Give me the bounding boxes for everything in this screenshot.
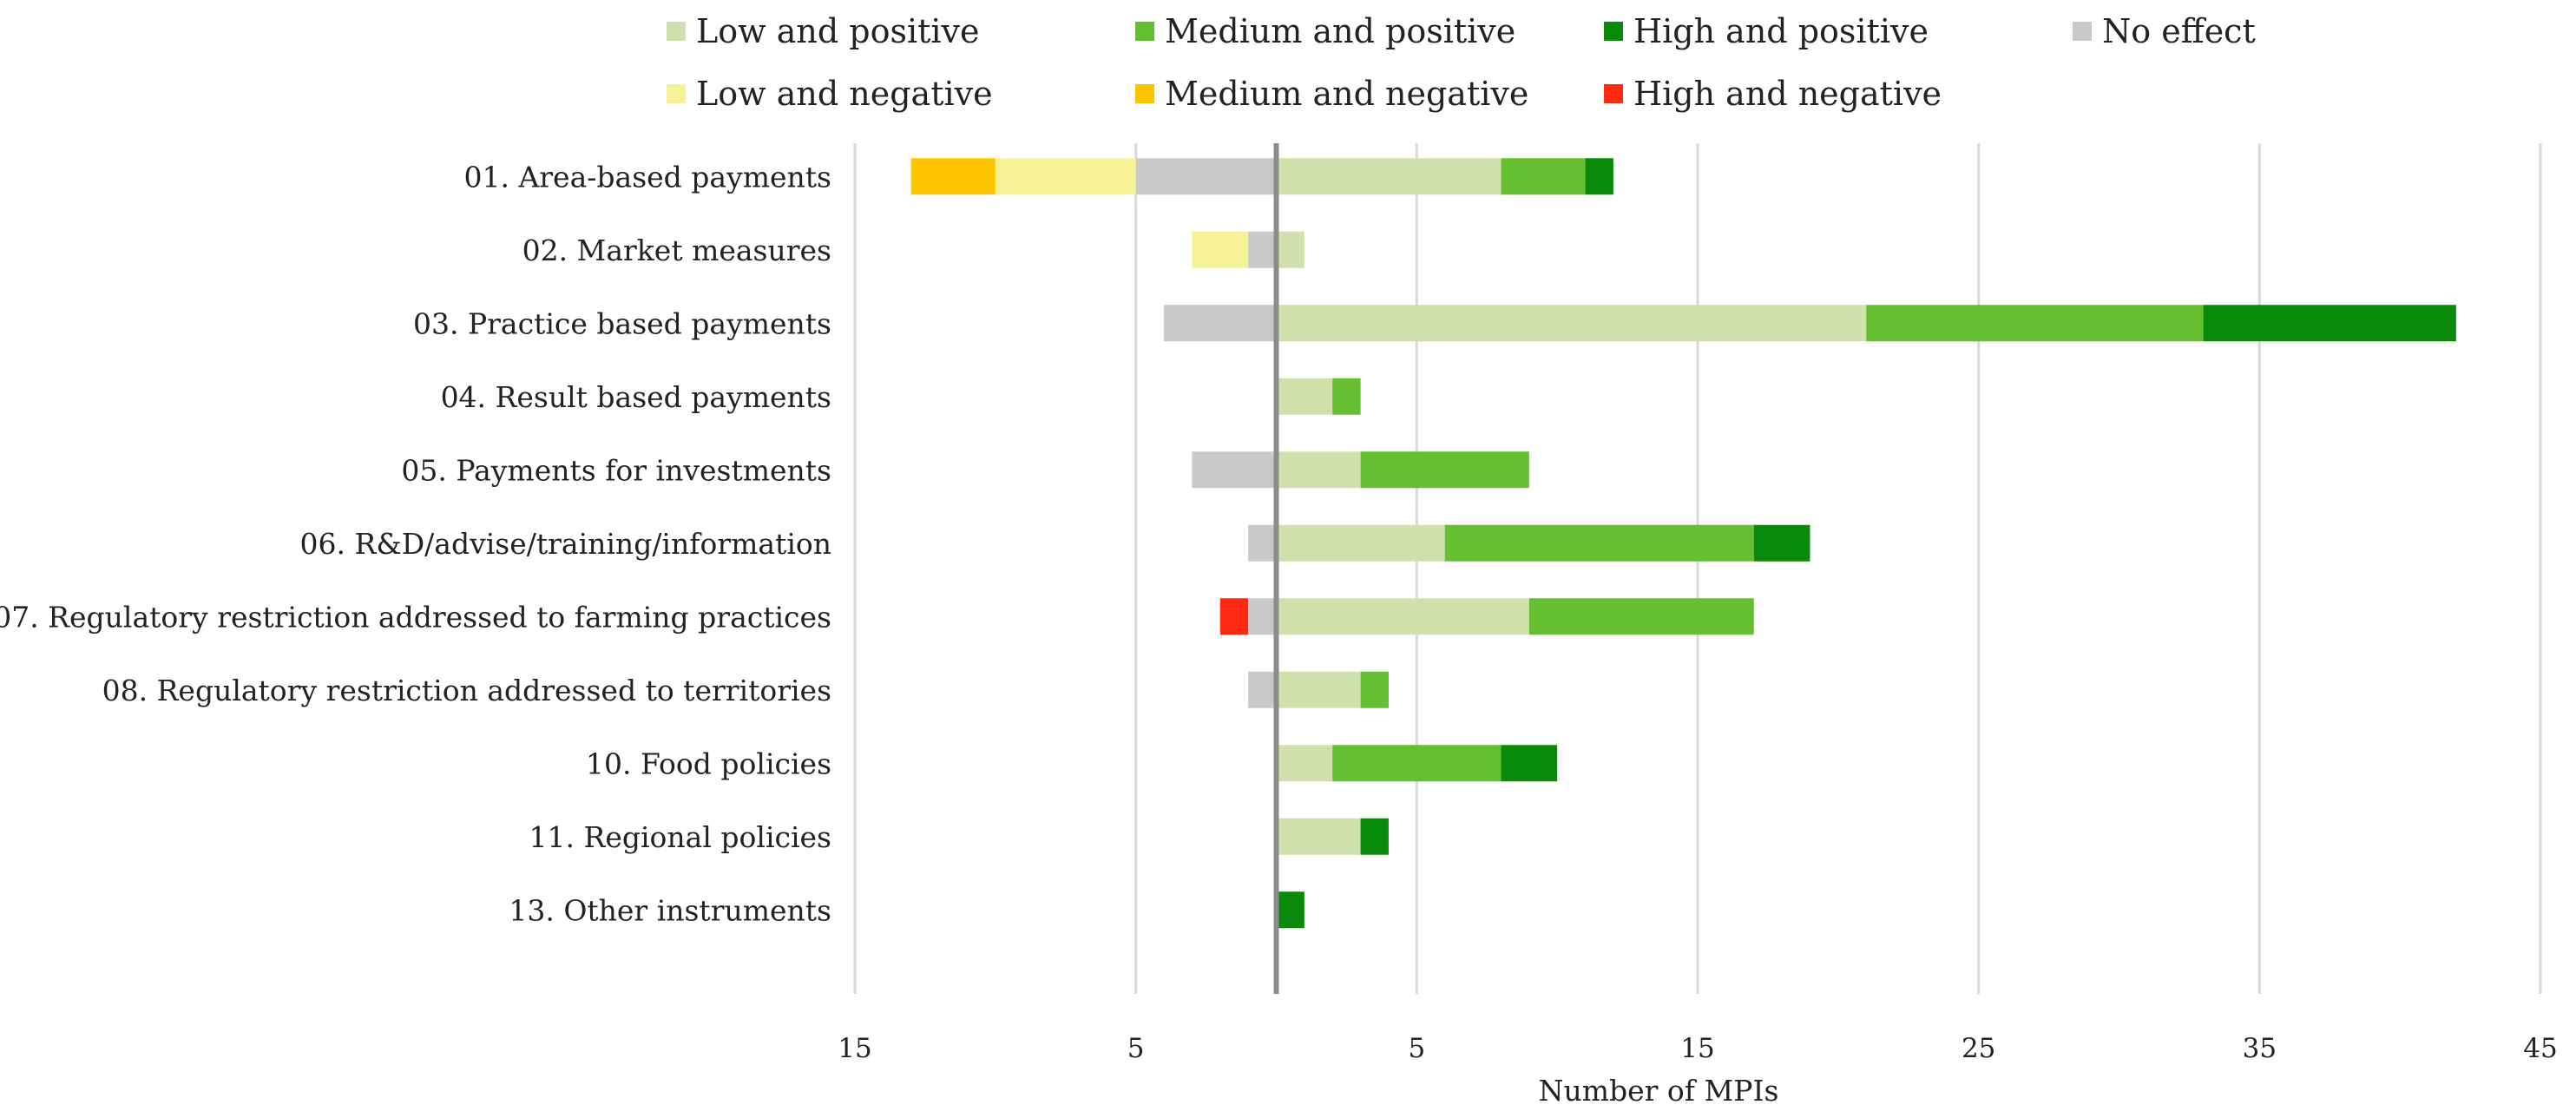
bar-segment xyxy=(910,158,996,195)
bar-segment xyxy=(1276,451,1361,489)
bar-segment xyxy=(1276,378,1333,415)
bar-segment xyxy=(1360,818,1389,855)
category-label: 11. Regional policies xyxy=(529,820,831,854)
legend-item: Low and negative xyxy=(667,68,993,120)
bar-segment xyxy=(1276,305,1867,342)
bar-segment xyxy=(1192,231,1249,268)
legend-item: Low and positive xyxy=(667,5,980,57)
category-label: 07. Regulatory restriction addressed to … xyxy=(0,600,831,634)
bar-segment xyxy=(1135,158,1277,195)
legend-item: High and negative xyxy=(1604,68,1942,120)
bar-segment xyxy=(1276,891,1304,929)
legend-swatch xyxy=(1135,84,1154,103)
bar-segment xyxy=(1276,745,1333,782)
bar-segment xyxy=(1501,158,1586,195)
bar-segment xyxy=(1276,598,1529,635)
category-label: 01. Area-based payments xyxy=(463,160,831,194)
x-tick-label: 25 xyxy=(1962,1033,1995,1064)
bar-segment xyxy=(1276,158,1502,195)
bar-segment xyxy=(2203,305,2456,342)
legend-label: High and positive xyxy=(1633,12,1929,50)
category-label: 06. R&D/advise/training/information xyxy=(300,527,831,561)
bar-segment xyxy=(1585,158,1613,195)
legend-item: Medium and positive xyxy=(1135,5,1515,57)
bar-segment xyxy=(1276,671,1361,708)
bar-segment xyxy=(1164,305,1277,342)
legend-swatch xyxy=(1135,22,1154,41)
bar-segment xyxy=(1248,671,1277,708)
x-tick-label: 5 xyxy=(1127,1033,1145,1064)
legend-swatch xyxy=(1604,22,1623,41)
bar-segment xyxy=(1866,305,2204,342)
chart-legend: Low and positive Medium and positive High … xyxy=(0,0,2576,130)
legend-swatch xyxy=(667,22,686,41)
legend-item: Medium and negative xyxy=(1135,68,1528,120)
bar-segment xyxy=(1332,745,1502,782)
category-label: 04. Result based payments xyxy=(441,380,831,414)
legend-item: No effect xyxy=(2073,5,2256,57)
category-label: 02. Market measures xyxy=(522,233,831,267)
legend-label: Low and positive xyxy=(696,12,980,50)
x-tick-label: 35 xyxy=(2243,1033,2277,1064)
bar-segment xyxy=(1276,231,1304,268)
bar-segment xyxy=(1219,598,1249,635)
bar-segment xyxy=(1248,231,1277,268)
legend-swatch xyxy=(1604,84,1623,103)
x-tick-labels: 15 5 5 15 25 35 45 xyxy=(838,1033,2557,1064)
x-axis-title: Number of MPIs xyxy=(1539,1074,1779,1108)
legend-label: Medium and negative xyxy=(1165,75,1529,113)
legend-label: No effect xyxy=(2102,12,2256,50)
category-label: 10. Food policies xyxy=(586,746,831,780)
legend-swatch xyxy=(667,84,686,103)
legend-label: High and negative xyxy=(1633,75,1942,113)
bar-segment xyxy=(1276,818,1361,855)
category-label: 05. Payments for investments xyxy=(401,453,831,487)
legend-item: High and positive xyxy=(1604,5,1929,57)
category-label: 13. Other instruments xyxy=(509,893,831,927)
bar-segment xyxy=(1528,598,1754,635)
x-tick-label: 15 xyxy=(838,1033,871,1064)
legend-label: Medium and positive xyxy=(1165,12,1516,50)
bar-segment xyxy=(1360,451,1529,489)
bar-segment xyxy=(1753,524,1810,562)
x-tick-label: 45 xyxy=(2523,1033,2557,1064)
gridlines xyxy=(853,143,2542,994)
bar-segment xyxy=(1444,524,1754,562)
bars xyxy=(910,158,2456,929)
bar-segment xyxy=(1248,598,1277,635)
bar-segment xyxy=(1501,745,1558,782)
bar-segment xyxy=(1276,524,1445,562)
bar-segment xyxy=(1192,451,1277,489)
x-tick-label: 15 xyxy=(1680,1033,1714,1064)
category-label: 08. Regulatory restriction addressed to … xyxy=(102,674,831,707)
category-labels: 01. Area-based payments 02. Market measur… xyxy=(0,160,831,927)
bar-segment xyxy=(1248,524,1277,562)
legend-swatch xyxy=(2073,22,2092,41)
bar-segment xyxy=(1332,378,1361,415)
x-tick-label: 5 xyxy=(1408,1033,1425,1064)
bar-segment xyxy=(995,158,1136,195)
category-label: 03. Practice based payments xyxy=(413,306,831,340)
legend-label: Low and negative xyxy=(696,75,993,113)
bar-segment xyxy=(1360,671,1389,708)
